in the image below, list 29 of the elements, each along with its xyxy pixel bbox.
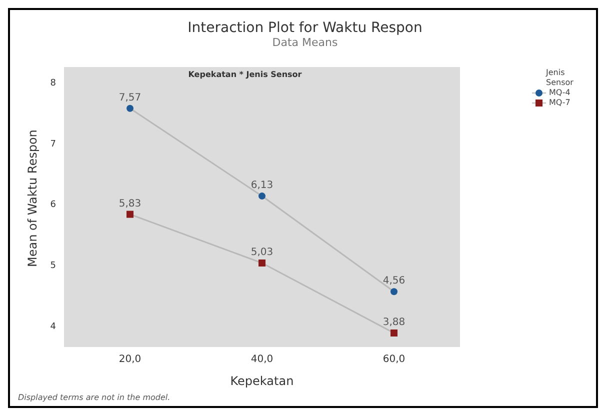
data-label: 3,88	[382, 317, 406, 328]
data-label: 5,83	[118, 198, 142, 210]
y-axis-title: Mean of Waktu Respon	[25, 130, 40, 267]
legend-label: MQ-4	[549, 88, 570, 98]
x-tick-label: 60,0	[382, 354, 406, 366]
y-tick-label: 4	[50, 322, 56, 332]
x-tick-label: 40,0	[250, 354, 274, 366]
chart-subtitle: Data Means	[271, 36, 339, 49]
legend-label: MQ-7	[549, 98, 570, 108]
x-axis-title: Kepekatan	[230, 374, 294, 388]
point	[126, 104, 134, 112]
data-label: 5,03	[250, 247, 274, 258]
data-label: 7,57	[118, 92, 142, 104]
x-tick-label: 20,0	[118, 354, 142, 366]
chart-title: Interaction Plot for Waktu Respon	[186, 20, 424, 36]
annotation: Kepekatan * Jenis Sensor	[187, 70, 303, 79]
y-tick-label: 7	[50, 139, 56, 150]
point	[390, 288, 398, 296]
y-tick-label: 6	[50, 200, 56, 210]
legend-title: Jenis Sensor	[546, 68, 574, 88]
point	[258, 192, 266, 200]
point	[126, 210, 134, 218]
point	[258, 260, 266, 266]
y-tick-label: 5	[50, 261, 56, 272]
y-tick-label: 8	[50, 78, 56, 88]
data-label: 6,13	[250, 180, 274, 192]
text: Displayed terms are not in the model.	[18, 393, 170, 402]
data-label: 4,56	[382, 276, 406, 287]
point	[390, 330, 398, 336]
